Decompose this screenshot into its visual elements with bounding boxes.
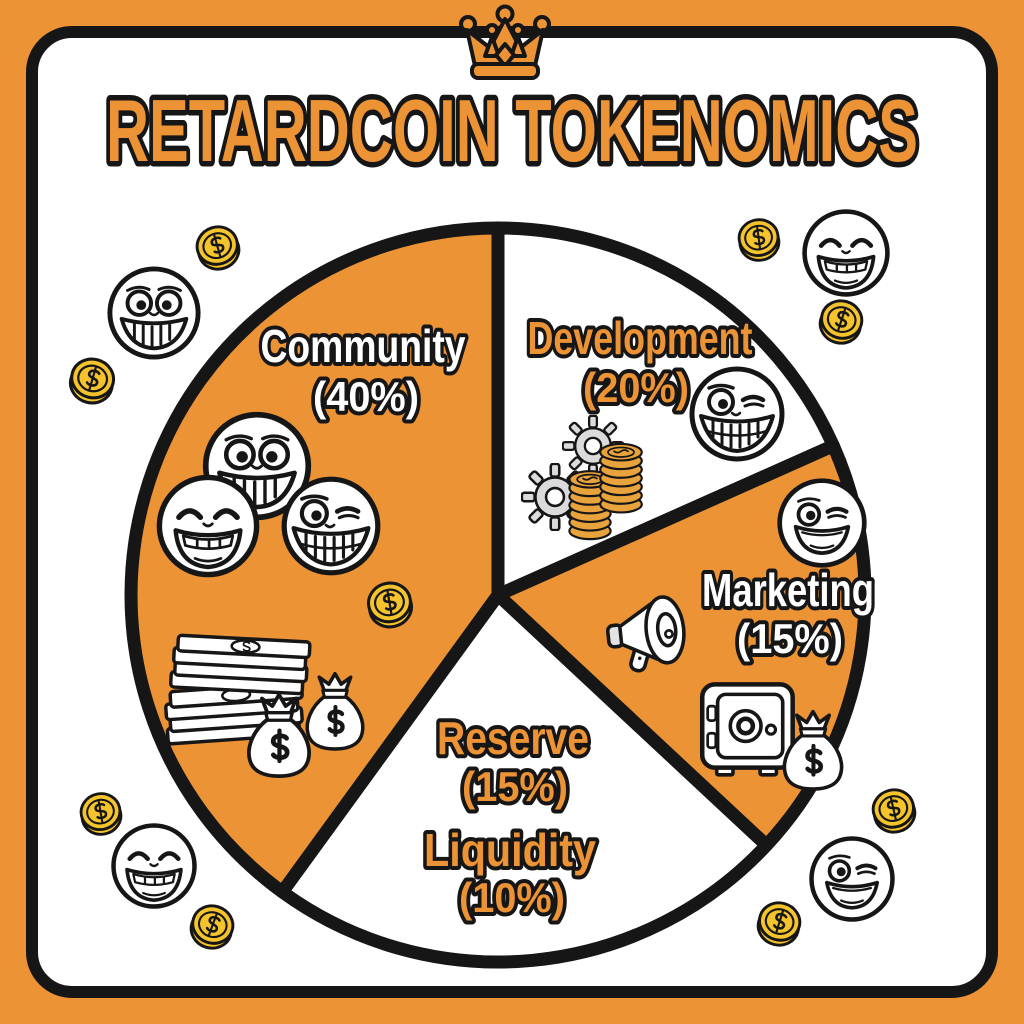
crown-icon <box>459 4 551 80</box>
gold-coin-icon <box>752 896 806 952</box>
gold-coin-icon <box>184 899 240 955</box>
pie-segment-reserve-liquidity <box>275 588 773 969</box>
troll-grin-smiley-icon <box>692 369 782 459</box>
development-percent: (20%) <box>583 364 689 411</box>
gold-coin-icon <box>867 783 921 839</box>
liquidity-percent: (10%) <box>459 874 565 921</box>
reserve-label: Reserve <box>437 712 589 764</box>
gold-coin-icon <box>76 788 126 840</box>
reserve-percent: (15%) <box>462 763 568 810</box>
pie-labels: Community (40%) Development (20%) Market… <box>257 308 879 925</box>
winking-grin-smiley-icon <box>284 479 378 573</box>
community-percent: (40%) <box>313 373 419 420</box>
poster-title: RETARDCOIN TOKENOMICS <box>106 81 918 180</box>
gold-coin-icon <box>734 215 784 265</box>
troll-grin-smiley-icon <box>110 269 198 357</box>
gold-coin-icon <box>814 294 868 350</box>
laughing-smiley-icon <box>805 212 888 295</box>
winking-smiley-icon <box>780 481 865 566</box>
laughing-smiley-icon <box>114 826 195 907</box>
coin-stack-icon <box>599 442 643 514</box>
gold-coin-icon <box>64 353 120 409</box>
liquidity-label: Liquidity <box>424 824 596 876</box>
marketing-percent: (15%) <box>737 615 843 662</box>
development-label: Development <box>528 312 753 364</box>
safe-icon <box>702 684 792 774</box>
winking-smiley-icon <box>812 839 893 920</box>
marketing-label: Marketing <box>702 564 874 616</box>
gold-coin-icon <box>190 220 246 276</box>
laughing-smiley-icon <box>159 477 256 574</box>
community-label: Community <box>261 320 466 372</box>
